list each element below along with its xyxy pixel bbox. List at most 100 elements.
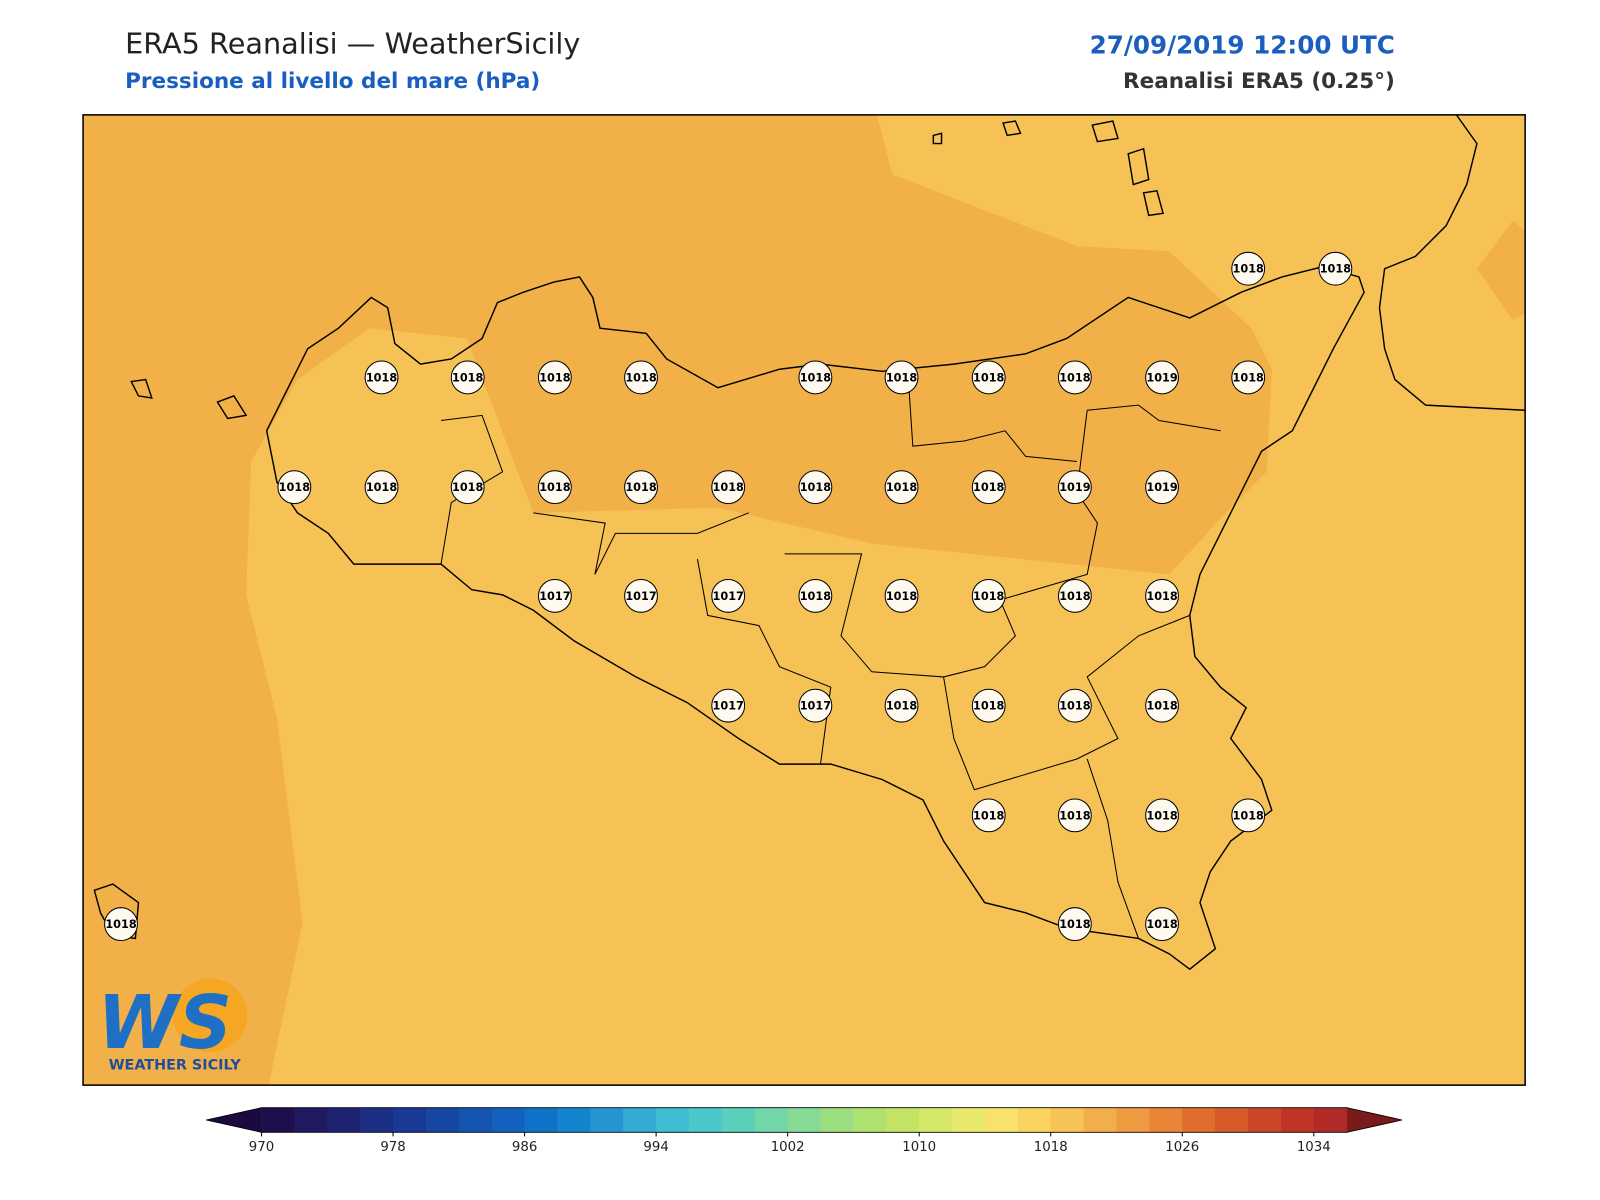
station: 1018 <box>1057 578 1092 613</box>
colorbar-tick-label: 994 <box>643 1140 668 1155</box>
station-value: 1018 <box>800 590 832 603</box>
station-value: 1018 <box>973 700 1005 713</box>
station-marker <box>1145 578 1179 613</box>
station-marker <box>1057 578 1092 613</box>
station: 1018 <box>104 907 138 942</box>
station-marker <box>798 688 833 723</box>
station-value: 1018 <box>800 371 832 384</box>
station-marker <box>884 578 919 613</box>
station-value: 1018 <box>973 481 1005 494</box>
station-marker <box>624 360 658 395</box>
station: 1018 <box>971 688 1006 723</box>
colorbar-box <box>984 1107 1019 1133</box>
station: 1017 <box>798 688 833 723</box>
station-value: 1018 <box>1059 809 1091 822</box>
station-marker <box>1145 907 1179 942</box>
station: 1018 <box>884 688 919 723</box>
station-marker <box>971 578 1006 613</box>
colorbar-box <box>721 1107 756 1133</box>
station-value: 1017 <box>625 590 656 603</box>
station-value: 1018 <box>105 918 137 931</box>
station-marker <box>1145 470 1179 505</box>
colorbar-box <box>425 1107 460 1133</box>
station-marker <box>364 360 399 395</box>
station-marker <box>971 360 1006 395</box>
colorbar-box <box>1280 1107 1315 1133</box>
station-value: 1018 <box>1146 918 1178 931</box>
sicily-coast <box>265 265 1365 971</box>
colorbar-box <box>491 1107 526 1133</box>
station-marker <box>884 470 919 505</box>
colorbar-tick-label: 970 <box>249 1140 274 1155</box>
station-marker <box>1057 688 1092 723</box>
station: 1018 <box>537 360 572 395</box>
station-value: 1018 <box>625 481 657 494</box>
station-marker <box>971 688 1006 723</box>
station-value: 1018 <box>1233 371 1265 384</box>
station-marker <box>711 688 746 723</box>
colorbar-box <box>1050 1107 1085 1133</box>
station-marker <box>1145 360 1179 395</box>
station-value: 1018 <box>625 371 657 384</box>
station-marker <box>711 578 746 613</box>
colorbar-box <box>557 1107 591 1133</box>
station: 1019 <box>1145 470 1179 505</box>
station-marker <box>884 688 919 723</box>
station-value: 1019 <box>1146 371 1178 384</box>
colorbar-box <box>754 1107 789 1133</box>
station-marker <box>1231 360 1266 395</box>
colorbar-tick-label: 1018 <box>1034 1140 1068 1155</box>
colorbar-under <box>206 1107 262 1133</box>
station-marker <box>971 798 1006 833</box>
station-value: 1019 <box>1059 481 1091 494</box>
station-marker <box>1231 251 1266 286</box>
field-region <box>1476 220 1526 320</box>
station-marker <box>1057 360 1092 395</box>
station-marker <box>1231 798 1266 833</box>
station-value: 1019 <box>1146 481 1178 494</box>
station-value: 1018 <box>1059 371 1091 384</box>
station: 1018 <box>277 470 312 505</box>
colorbar-tick-label: 986 <box>512 1140 537 1155</box>
station-marker <box>537 578 572 613</box>
station-value: 1018 <box>886 371 918 384</box>
station-marker <box>798 470 833 505</box>
station-marker <box>798 360 833 395</box>
logo-sun <box>173 978 248 1053</box>
source: Reanalisi ERA5 (0.25°) <box>1123 69 1395 94</box>
station-value: 1018 <box>366 371 398 384</box>
station-value: 1018 <box>1059 918 1091 931</box>
station-value: 1018 <box>1233 809 1265 822</box>
colorbar-box <box>1017 1107 1052 1133</box>
station: 1018 <box>364 360 399 395</box>
colorbar-box <box>360 1107 394 1133</box>
station-value: 1017 <box>713 700 744 713</box>
colorbar-box <box>919 1107 953 1133</box>
logo-tagline: WEATHER SICILY <box>109 1058 242 1074</box>
station-value: 1018 <box>1146 700 1178 713</box>
station-marker <box>624 470 658 505</box>
colorbar-box <box>590 1107 624 1133</box>
station-value: 1018 <box>800 481 832 494</box>
date: 27/09/2019 12:00 UTC <box>1090 30 1395 59</box>
station-marker <box>450 470 485 505</box>
colorbar-tick-label: 1002 <box>771 1140 805 1155</box>
station: 1018 <box>450 470 485 505</box>
station-value: 1018 <box>1146 590 1178 603</box>
station-value: 1018 <box>713 481 745 494</box>
colorbar-box <box>261 1107 295 1133</box>
station-value: 1018 <box>279 481 311 494</box>
station-value: 1018 <box>886 481 918 494</box>
title: ERA5 Reanalisi — WeatherSicily <box>125 26 580 60</box>
calabria-coast <box>1378 114 1526 411</box>
station-marker <box>537 360 572 395</box>
colorbar-box <box>886 1107 920 1133</box>
station: 1018 <box>450 360 485 395</box>
colorbar-box <box>656 1107 690 1133</box>
station: 1018 <box>711 470 746 505</box>
station-marker <box>1145 798 1179 833</box>
map-area: 1018 1018 1018 1018 1018 1018 1018 1018 1018 1018… <box>83 114 1526 1086</box>
colorbar-over <box>1346 1107 1403 1133</box>
station-value: 1018 <box>452 481 484 494</box>
station: 1017 <box>624 578 658 613</box>
